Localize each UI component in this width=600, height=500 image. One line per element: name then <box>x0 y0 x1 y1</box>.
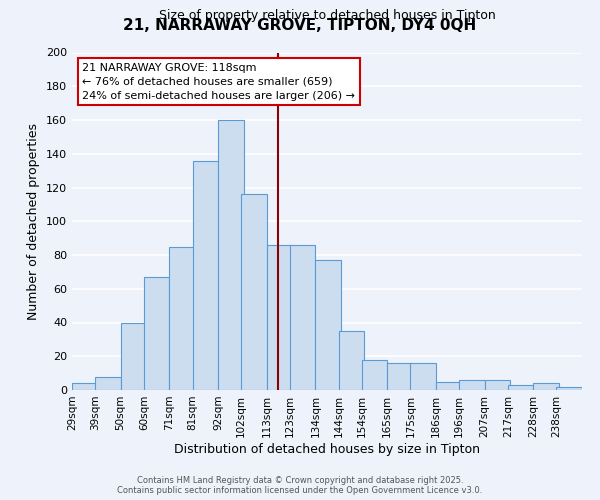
Bar <box>459 380 485 390</box>
Bar <box>144 277 169 390</box>
Bar <box>362 360 387 390</box>
Bar <box>267 245 292 390</box>
Bar <box>410 363 436 390</box>
Bar <box>387 363 413 390</box>
Text: 21, NARRAWAY GROVE, TIPTON, DY4 0QH: 21, NARRAWAY GROVE, TIPTON, DY4 0QH <box>124 18 476 32</box>
Bar <box>436 382 461 390</box>
Title: Size of property relative to detached houses in Tipton: Size of property relative to detached ho… <box>158 9 496 22</box>
Bar <box>218 120 244 390</box>
Bar <box>193 160 218 390</box>
Bar <box>508 385 533 390</box>
Bar <box>95 376 121 390</box>
Bar <box>556 386 582 390</box>
Bar <box>533 383 559 390</box>
Text: 21 NARRAWAY GROVE: 118sqm
← 76% of detached houses are smaller (659)
24% of semi: 21 NARRAWAY GROVE: 118sqm ← 76% of detac… <box>82 62 355 100</box>
Bar <box>338 331 364 390</box>
Bar <box>290 245 316 390</box>
Bar <box>241 194 267 390</box>
X-axis label: Distribution of detached houses by size in Tipton: Distribution of detached houses by size … <box>174 442 480 456</box>
Y-axis label: Number of detached properties: Number of detached properties <box>28 122 40 320</box>
Bar <box>316 260 341 390</box>
Bar <box>72 383 97 390</box>
Bar <box>121 322 146 390</box>
Text: Contains HM Land Registry data © Crown copyright and database right 2025.
Contai: Contains HM Land Registry data © Crown c… <box>118 476 482 495</box>
Bar <box>169 246 195 390</box>
Bar <box>485 380 510 390</box>
